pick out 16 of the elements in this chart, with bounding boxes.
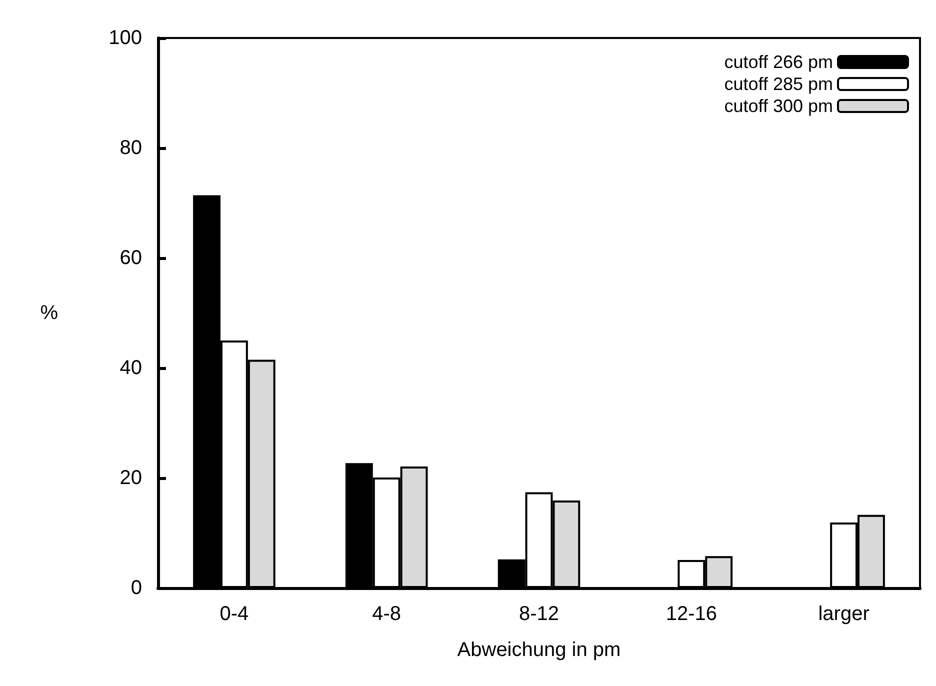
y-tick-label: 80	[120, 137, 142, 159]
y-tick-label: 60	[120, 247, 142, 269]
x-tick-label: 12-16	[666, 603, 717, 625]
legend-label: cutoff 285 pm	[724, 74, 833, 94]
x-tick-label: larger	[818, 603, 870, 625]
legend-label: cutoff 300 pm	[724, 96, 833, 116]
x-tick-label: 0-4	[220, 603, 249, 625]
x-tick-label: 4-8	[372, 603, 402, 625]
y-tick-label: 100	[108, 27, 142, 49]
x-tick-label: 8-12	[518, 603, 560, 625]
x-axis-title: Abweichung in pm	[457, 639, 621, 661]
y-tick-label: 20	[120, 467, 142, 489]
legend-label: cutoff 266 pm	[724, 52, 833, 72]
y-tick-label: 40	[120, 357, 142, 379]
y-axis-title: %	[40, 302, 58, 324]
y-tick-label: 0	[130, 577, 142, 599]
